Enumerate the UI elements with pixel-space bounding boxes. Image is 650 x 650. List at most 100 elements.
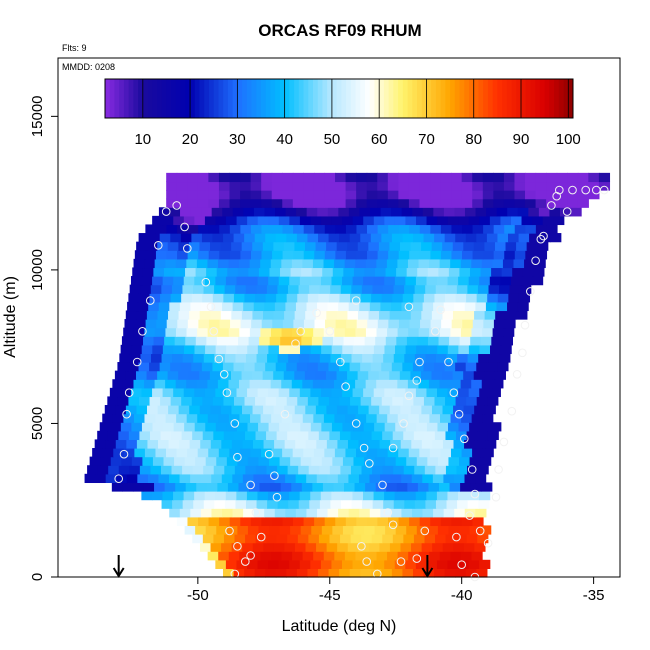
heatmap-cell — [471, 258, 483, 269]
heatmap-cell — [269, 336, 281, 346]
heatmap-cell — [444, 568, 456, 578]
heatmap-cell — [399, 370, 411, 380]
heatmap-cell — [178, 370, 190, 380]
heatmap-cell — [182, 499, 194, 509]
heatmap-cell — [299, 559, 311, 569]
heatmap-cell — [206, 267, 218, 277]
heatmap-cell — [197, 198, 209, 208]
heatmap-cell — [224, 353, 237, 363]
colorbar-swatch — [563, 79, 569, 118]
heatmap-cell — [164, 336, 176, 346]
heatmap-cell — [394, 491, 406, 501]
heatmap-cell — [482, 190, 494, 200]
heatmap-cell — [165, 327, 177, 337]
colorbar-tick-label: 50 — [324, 131, 341, 148]
flight-point — [351, 296, 361, 305]
heatmap-cell — [198, 250, 210, 260]
heatmap-cell — [397, 258, 409, 269]
heatmap-cell — [233, 568, 245, 578]
heatmap-cell — [219, 319, 231, 329]
heatmap-cell — [436, 491, 449, 501]
heatmap-cell — [379, 405, 391, 415]
heatmap-cell — [123, 413, 135, 423]
heatmap-cell — [361, 534, 373, 544]
heatmap-cell — [282, 319, 294, 329]
heatmap-cell — [117, 396, 130, 406]
heatmap-cell — [429, 448, 442, 458]
heatmap-cell — [258, 525, 270, 535]
heatmap-cell — [348, 473, 360, 484]
heatmap-cell — [411, 473, 423, 484]
heatmap-cell — [535, 172, 547, 183]
heatmap-cell — [490, 422, 502, 432]
heatmap-cell — [228, 327, 240, 337]
heatmap-cell — [282, 190, 294, 200]
heatmap-cell — [480, 267, 492, 277]
heatmap-cell — [428, 482, 440, 492]
heatmap-cell — [418, 258, 430, 269]
heatmap-cell — [148, 301, 160, 312]
heatmap-cell — [112, 413, 124, 423]
flight-point — [475, 526, 485, 536]
colorbar-swatch — [119, 79, 125, 118]
heatmap-cell — [376, 379, 388, 389]
heatmap-cell — [456, 430, 468, 441]
heatmap-cell — [493, 190, 505, 200]
heatmap-cell — [179, 473, 191, 484]
flight-point — [325, 327, 335, 336]
heatmap-cell — [359, 508, 371, 518]
heatmap-cell — [438, 267, 450, 277]
heatmap-cell — [270, 482, 282, 492]
heatmap-cell — [186, 413, 198, 423]
heatmap-cell — [377, 181, 389, 191]
heatmap-cell — [144, 413, 156, 423]
heatmap-cell — [236, 387, 248, 398]
heatmap-cell — [475, 301, 487, 312]
heatmap-cell — [378, 241, 391, 251]
heatmap-cell — [379, 542, 391, 552]
heatmap-cell — [356, 224, 368, 234]
heatmap-cell — [170, 362, 182, 372]
heatmap-cell — [405, 276, 417, 286]
heatmap-cell — [492, 327, 504, 337]
heatmap-cell — [437, 344, 449, 355]
heatmap-cell — [214, 353, 226, 363]
heatmap-cell — [316, 542, 328, 552]
heatmap-cell — [266, 534, 278, 544]
heatmap-cell — [427, 267, 439, 277]
heatmap-cell — [567, 190, 579, 200]
heatmap-cell — [429, 413, 441, 423]
heatmap-cell — [289, 422, 301, 432]
heatmap-cell — [331, 276, 343, 286]
heatmap-cell — [310, 215, 322, 226]
colorbar-swatch — [374, 79, 380, 118]
heatmap-cell — [149, 430, 162, 441]
heatmap-cell — [472, 172, 484, 183]
heatmap-cell — [461, 190, 473, 200]
heatmap-cell — [345, 198, 357, 208]
heatmap-cell — [218, 198, 231, 208]
heatmap-cell — [177, 250, 189, 260]
flight-point — [180, 222, 189, 232]
heatmap-cell — [169, 508, 181, 518]
heatmap-cell — [484, 370, 496, 380]
heatmap-cell — [471, 413, 483, 423]
flight-point — [351, 419, 361, 428]
colorbar-tick-label: 80 — [465, 131, 482, 148]
heatmap-cell — [281, 551, 293, 561]
heatmap-cell — [382, 430, 394, 441]
heatmap-cell — [339, 430, 352, 441]
colorbar-swatch — [128, 79, 134, 118]
heatmap-cell — [451, 172, 463, 183]
heatmap-cell — [570, 207, 582, 217]
heatmap-cell — [437, 276, 449, 286]
heatmap-cell — [499, 353, 511, 363]
heatmap-cell — [201, 362, 213, 372]
heatmap-cell — [422, 508, 434, 518]
heatmap-cell — [420, 319, 432, 329]
heatmap-cell — [176, 448, 188, 458]
heatmap-cell — [271, 448, 283, 458]
heatmap-cell — [546, 198, 558, 208]
heatmap-cell — [397, 327, 409, 337]
heatmap-cell — [249, 258, 261, 269]
